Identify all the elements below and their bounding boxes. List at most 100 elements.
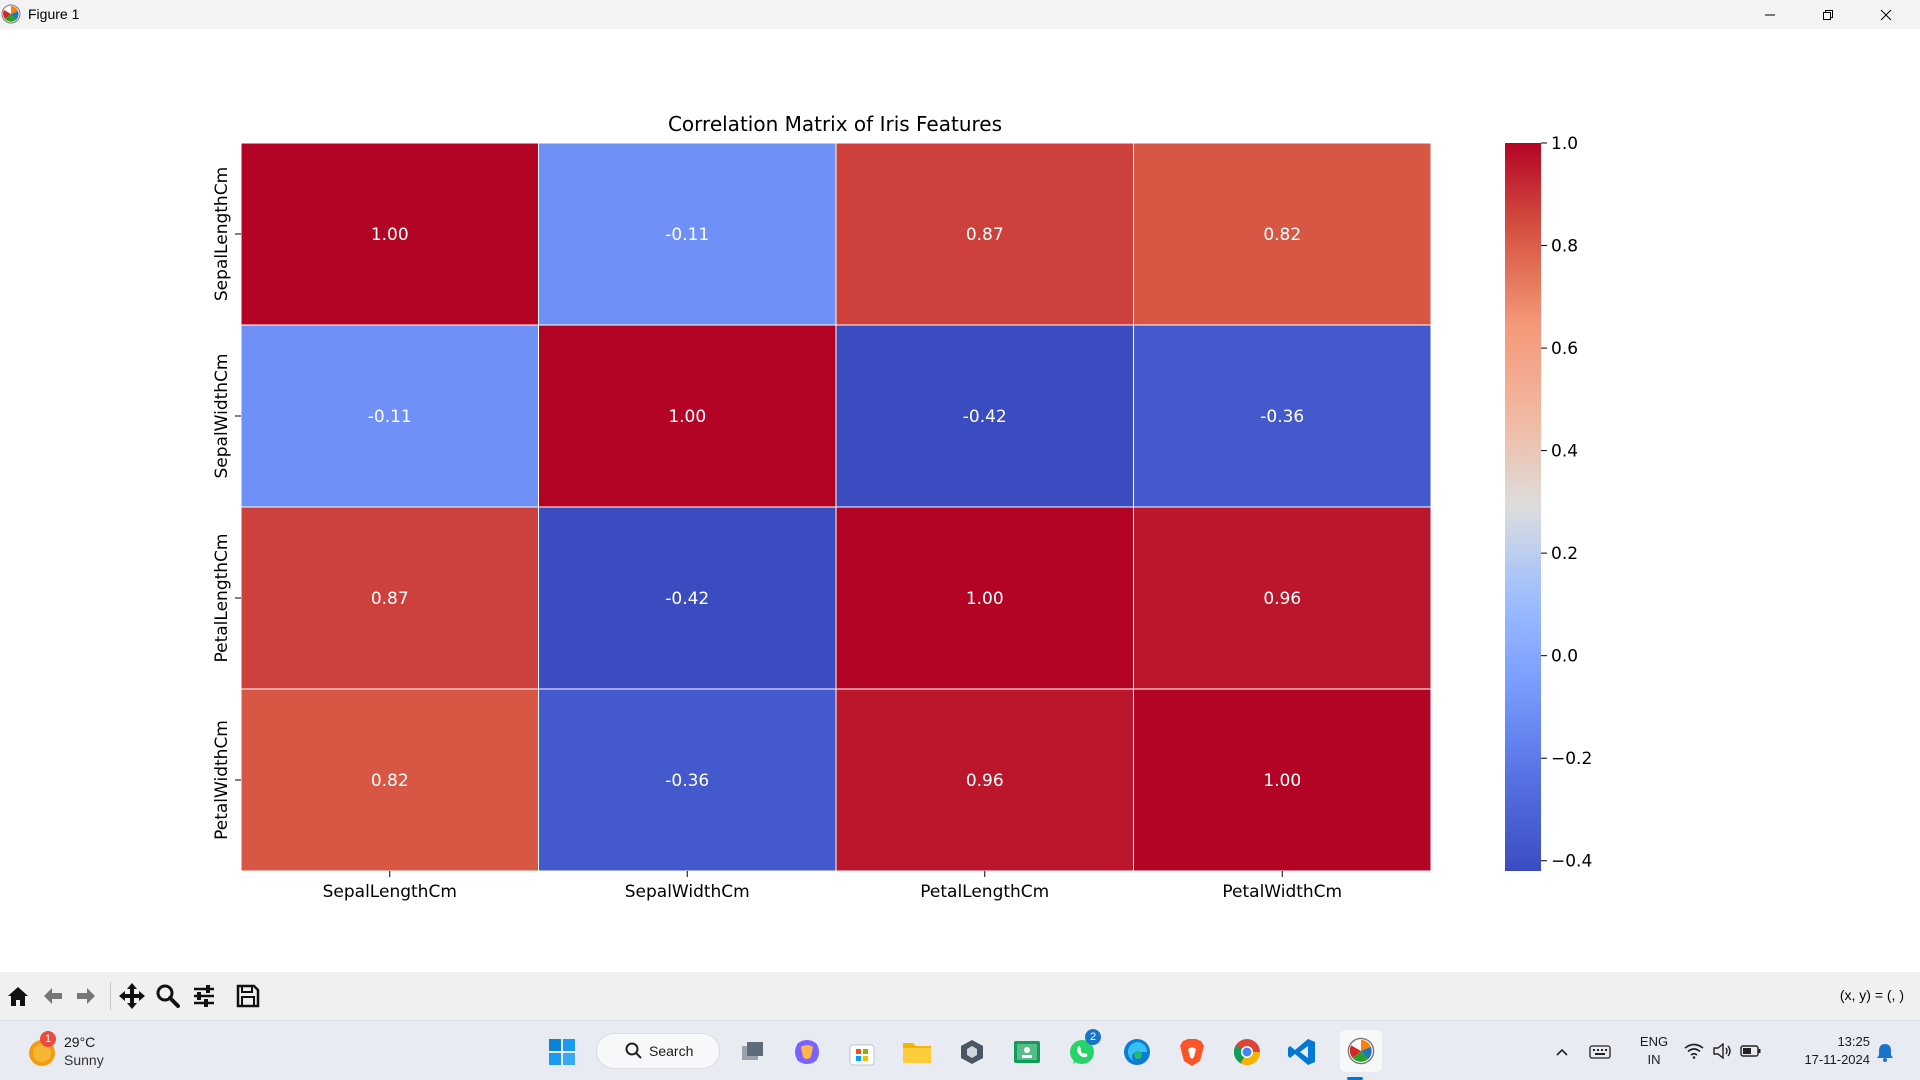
- x-axis: SepalLengthCm SepalWidthCm PetalLengthCm Pe…: [323, 871, 1342, 902]
- colorbar-tick-label: 0.0: [1551, 647, 1578, 667]
- folder-icon: [903, 1043, 931, 1063]
- navigation-toolbar: (x, y) = (, ): [0, 972, 1920, 1020]
- heatmap-cell: [835, 506, 1134, 690]
- search-box[interactable]: Search: [596, 1033, 720, 1069]
- cell-annotation: 0.82: [371, 771, 409, 791]
- x-tick-label: PetalWidthCm: [1222, 882, 1342, 902]
- brave-lion-icon: [1180, 1039, 1204, 1066]
- weather-temp: 29°C: [64, 1034, 96, 1050]
- matplotlib-icon: [1347, 1037, 1375, 1065]
- clock-date: 17-11-2024: [1804, 1052, 1870, 1067]
- heatmap-cell: [538, 688, 837, 872]
- pan-button[interactable]: [117, 981, 147, 1011]
- region-code: IN: [1647, 1052, 1661, 1067]
- colorbar-tick-label: 0.6: [1551, 339, 1578, 359]
- back-arrow-icon: [44, 988, 62, 1004]
- x-tick-label: PetalLengthCm: [920, 882, 1049, 902]
- microsoft-store-app[interactable]: [845, 1035, 879, 1069]
- edge-icon: [1124, 1039, 1150, 1065]
- cell-annotation: -0.11: [368, 407, 412, 427]
- colorbar-tick-label: 1.0: [1551, 134, 1578, 154]
- home-button[interactable]: [3, 981, 33, 1011]
- heatmap-cell: [1133, 506, 1432, 690]
- cell-annotation: 0.96: [1263, 589, 1301, 609]
- cell-annotation: 1.00: [966, 589, 1004, 609]
- keyboard-icon: [1589, 1045, 1611, 1059]
- task-view-button[interactable]: [736, 1035, 770, 1069]
- classroom-icon: [1014, 1041, 1040, 1063]
- task-view-icon: [742, 1042, 763, 1060]
- matplotlib-app-icon: [1, 4, 21, 24]
- clock[interactable]: 13:25 17-11-2024: [1780, 1033, 1870, 1071]
- language-code: ENG: [1639, 1034, 1669, 1049]
- copilot-app[interactable]: [790, 1035, 824, 1069]
- vscode-app[interactable]: [1285, 1035, 1319, 1069]
- cell-annotation: 1.00: [1263, 771, 1301, 791]
- magnifier-icon: [156, 984, 180, 1008]
- unity-hub-app[interactable]: [955, 1035, 989, 1069]
- notifications-button[interactable]: [1868, 1035, 1902, 1069]
- cell-annotation: 0.82: [1263, 225, 1301, 245]
- chrome-app[interactable]: [1230, 1035, 1264, 1069]
- y-tick-label: PetalWidthCm: [212, 720, 232, 840]
- whatsapp-app[interactable]: 2: [1065, 1029, 1101, 1069]
- windows-taskbar: 1 29°C Sunny Search 2: [0, 1020, 1920, 1080]
- whatsapp-badge: 2: [1085, 1029, 1101, 1045]
- y-axis: SepalLengthCm SepalWidthCm PetalLengthCm Pe…: [212, 167, 241, 840]
- google-classroom-app[interactable]: [1010, 1035, 1044, 1069]
- chevron-up-icon: [1556, 1048, 1568, 1056]
- heatmap-cell: [1133, 324, 1432, 508]
- floppy-disk-icon: [236, 984, 260, 1008]
- minimize-button[interactable]: [1741, 0, 1799, 29]
- heatmap-cell: [1133, 142, 1432, 326]
- weather-condition: Sunny: [64, 1052, 104, 1068]
- heatmap-cell: [240, 506, 539, 690]
- bell-icon: [1877, 1044, 1893, 1062]
- language-indicator[interactable]: ENG IN: [1632, 1033, 1676, 1069]
- minimize-icon: [1765, 14, 1775, 15]
- wifi-icon: [1684, 1043, 1704, 1059]
- restore-button[interactable]: [1799, 0, 1857, 29]
- system-status-group[interactable]: [1684, 1037, 1764, 1065]
- whatsapp-icon: [1070, 1040, 1094, 1064]
- zoom-button[interactable]: [153, 981, 183, 1011]
- colorbar-tick-label: −0.4: [1551, 852, 1592, 872]
- cell-annotation: -0.36: [665, 771, 709, 791]
- cell-annotation: -0.36: [1260, 407, 1304, 427]
- heatmap-cells: 1.00 -0.11 0.87 0.82 -0.11 1.00 -0.42 -0.36 0.87…: [240, 142, 1432, 872]
- figure-canvas[interactable]: Correlation Matrix of Iris Features 1.00…: [0, 29, 1920, 972]
- matplotlib-figure-app[interactable]: [1340, 1030, 1382, 1072]
- brave-app[interactable]: [1175, 1035, 1209, 1069]
- back-button[interactable]: [38, 981, 68, 1011]
- store-icon: [849, 1044, 875, 1066]
- windows-logo-icon: [549, 1039, 575, 1065]
- weather-widget[interactable]: 1 29°C Sunny: [22, 1031, 152, 1071]
- start-button[interactable]: [545, 1035, 579, 1069]
- y-tick-label: PetalLengthCm: [212, 534, 232, 663]
- y-tick-label: SepalWidthCm: [212, 353, 232, 478]
- cell-annotation: 0.96: [966, 771, 1004, 791]
- clock-time: 13:25: [1837, 1034, 1870, 1049]
- configure-subplots-button[interactable]: [189, 981, 219, 1011]
- close-button[interactable]: [1857, 0, 1915, 29]
- unity-icon: [961, 1040, 983, 1064]
- chart-title: Correlation Matrix of Iris Features: [668, 112, 1002, 136]
- heatmap-cell: [538, 324, 837, 508]
- colorbar-gradient: [1505, 143, 1541, 871]
- colorbar: 1.0 0.8 0.6 0.4 0.2 0.0 −0.2 −0.4: [1505, 134, 1592, 872]
- save-button[interactable]: [233, 981, 263, 1011]
- heatmap-cell: [835, 324, 1134, 508]
- copilot-icon: [795, 1040, 819, 1064]
- search-icon: [625, 1042, 642, 1059]
- file-explorer-app[interactable]: [900, 1035, 934, 1069]
- cell-annotation: -0.11: [665, 225, 709, 245]
- edge-app[interactable]: [1120, 1035, 1154, 1069]
- keyboard-button[interactable]: [1583, 1035, 1617, 1069]
- window-titlebar: Figure 1: [0, 0, 1920, 29]
- heatmap-cell: [835, 142, 1134, 326]
- forward-button[interactable]: [71, 981, 101, 1011]
- forward-arrow-icon: [77, 988, 95, 1004]
- colorbar-tick-label: 0.2: [1551, 544, 1578, 564]
- hidden-icons-button[interactable]: [1545, 1035, 1579, 1069]
- move-icon: [119, 983, 145, 1009]
